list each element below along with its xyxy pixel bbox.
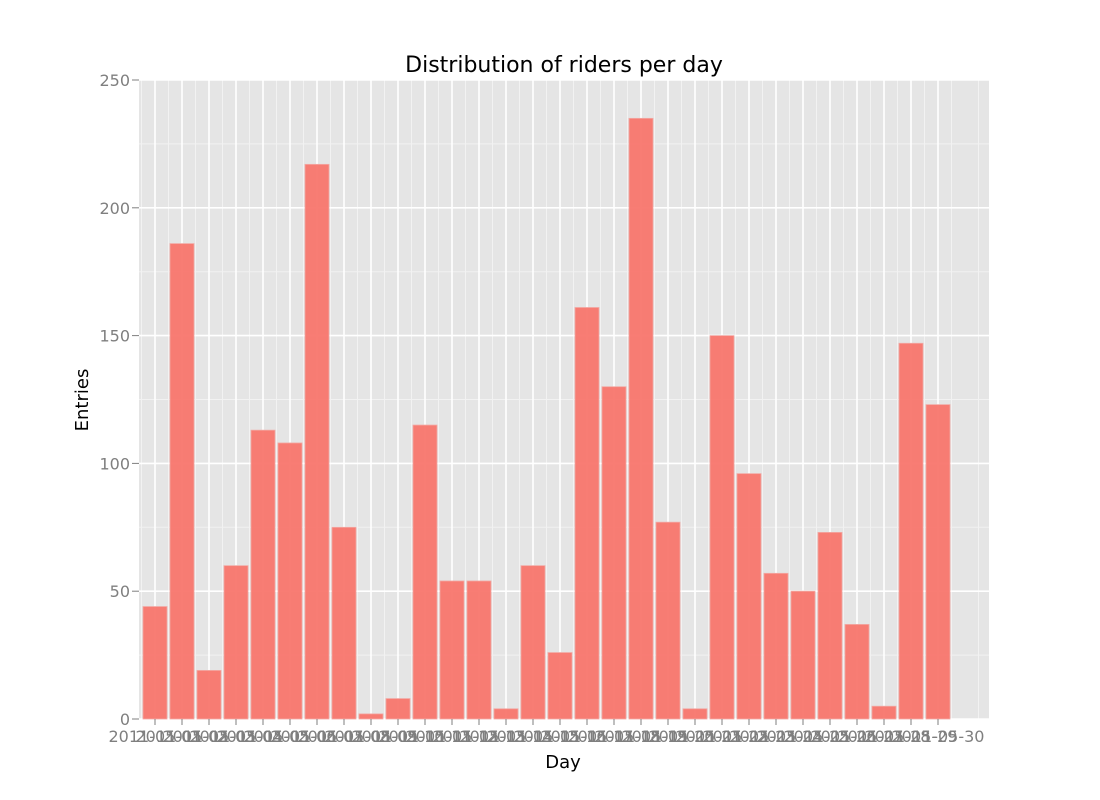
y-tick-label: 250 <box>99 71 130 90</box>
x-tick-label: 2011-05-03 <box>163 727 256 746</box>
bar-2011-05-05 <box>250 429 276 720</box>
bar-2011-05-14 <box>493 708 519 720</box>
bar-2011-05-25 <box>790 590 816 720</box>
y-axis: 0 50 100 150 200 250 <box>99 71 139 729</box>
x-tick-label: 2011-05-30 <box>892 727 985 746</box>
x-tick-label: 2011-05-04 <box>190 727 283 746</box>
x-tick-label: 2011-05-18 <box>568 727 661 746</box>
bar-2011-05-09 <box>358 713 384 720</box>
x-tick-label: 2011-05-17 <box>541 727 634 746</box>
bar-2011-05-28 <box>871 705 897 720</box>
x-tick-label: 2011-05-14 <box>460 727 553 746</box>
bar-2011-05-04 <box>223 565 249 720</box>
bar-2011-05-03 <box>196 670 222 720</box>
x-axis-label: Day <box>545 752 581 773</box>
y-tick-label: 50 <box>110 582 130 601</box>
bar-2011-05-13 <box>466 580 492 720</box>
bar-2011-05-02 <box>169 243 195 720</box>
x-tick-label: 2011-05-15 <box>487 727 580 746</box>
bar-2011-05-16 <box>547 652 573 720</box>
bar-2011-05-23 <box>736 473 762 720</box>
bar-2011-05-06 <box>277 442 303 720</box>
bar-2011-05-24 <box>763 572 789 720</box>
y-tick-label: 100 <box>99 454 130 473</box>
bar-2011-05-26 <box>817 532 843 720</box>
x-tick-label: 2011-05-29 <box>865 727 958 746</box>
x-axis: 2011-05-012011-05-022011-05-032011-05-04… <box>109 719 985 746</box>
bar-2011-05-21 <box>682 708 708 720</box>
x-tick-label: 2011-05-01 <box>109 727 202 746</box>
x-tick-label: 2011-05-28 <box>838 727 931 746</box>
y-tick-label: 200 <box>99 199 130 218</box>
y-tick-label: 0 <box>120 710 130 729</box>
bar-2011-05-07 <box>304 163 330 720</box>
x-tick-label: 2011-05-08 <box>298 727 391 746</box>
x-tick-label: 2011-05-10 <box>352 727 445 746</box>
bar-2011-05-18 <box>601 386 627 720</box>
x-tick-label: 2011-05-23 <box>703 727 796 746</box>
x-tick-label: 2011-05-25 <box>757 727 850 746</box>
bar-2011-05-17 <box>574 307 600 720</box>
bar-2011-05-11 <box>412 424 438 720</box>
x-tick-label: 2011-05-20 <box>622 727 715 746</box>
bar-2011-05-15 <box>520 565 546 720</box>
x-tick-label: 2011-05-19 <box>595 727 688 746</box>
x-tick-label: 2011-05-02 <box>136 727 229 746</box>
x-tick-label: 2011-05-06 <box>244 727 337 746</box>
bar-2011-05-30 <box>925 404 951 720</box>
bar-2011-05-19 <box>628 117 654 720</box>
x-tick-label: 2011-05-22 <box>676 727 769 746</box>
y-axis-label: Entries <box>72 369 93 432</box>
x-tick-label: 2011-05-12 <box>406 727 499 746</box>
x-tick-label: 2011-05-05 <box>217 727 310 746</box>
x-tick-label: 2011-05-26 <box>784 727 877 746</box>
bar-2011-05-01 <box>142 606 168 720</box>
y-tick-label: 150 <box>99 327 130 346</box>
bars <box>142 117 951 720</box>
chart-title: Distribution of riders per day <box>405 53 723 78</box>
x-tick-label: 2011-05-07 <box>271 727 364 746</box>
bar-2011-05-20 <box>655 521 681 720</box>
bar-2011-05-12 <box>439 580 465 720</box>
x-tick-label: 2011-05-27 <box>811 727 904 746</box>
bar-2011-05-29 <box>898 342 924 720</box>
x-tick-label: 2011-05-21 <box>649 727 742 746</box>
x-tick-label: 2011-05-16 <box>514 727 607 746</box>
bar-2011-05-22 <box>709 335 735 720</box>
minor-gridlines <box>139 80 989 719</box>
x-tick-label: 2011-05-09 <box>325 727 418 746</box>
bar-2011-05-10 <box>385 698 411 720</box>
x-tick-label: 2011-05-13 <box>433 727 526 746</box>
bar-2011-05-08 <box>331 526 357 720</box>
x-tick-label: 2011-05-24 <box>730 727 823 746</box>
x-tick-label: 2011-05-11 <box>379 727 472 746</box>
bar-2011-05-27 <box>844 624 870 720</box>
